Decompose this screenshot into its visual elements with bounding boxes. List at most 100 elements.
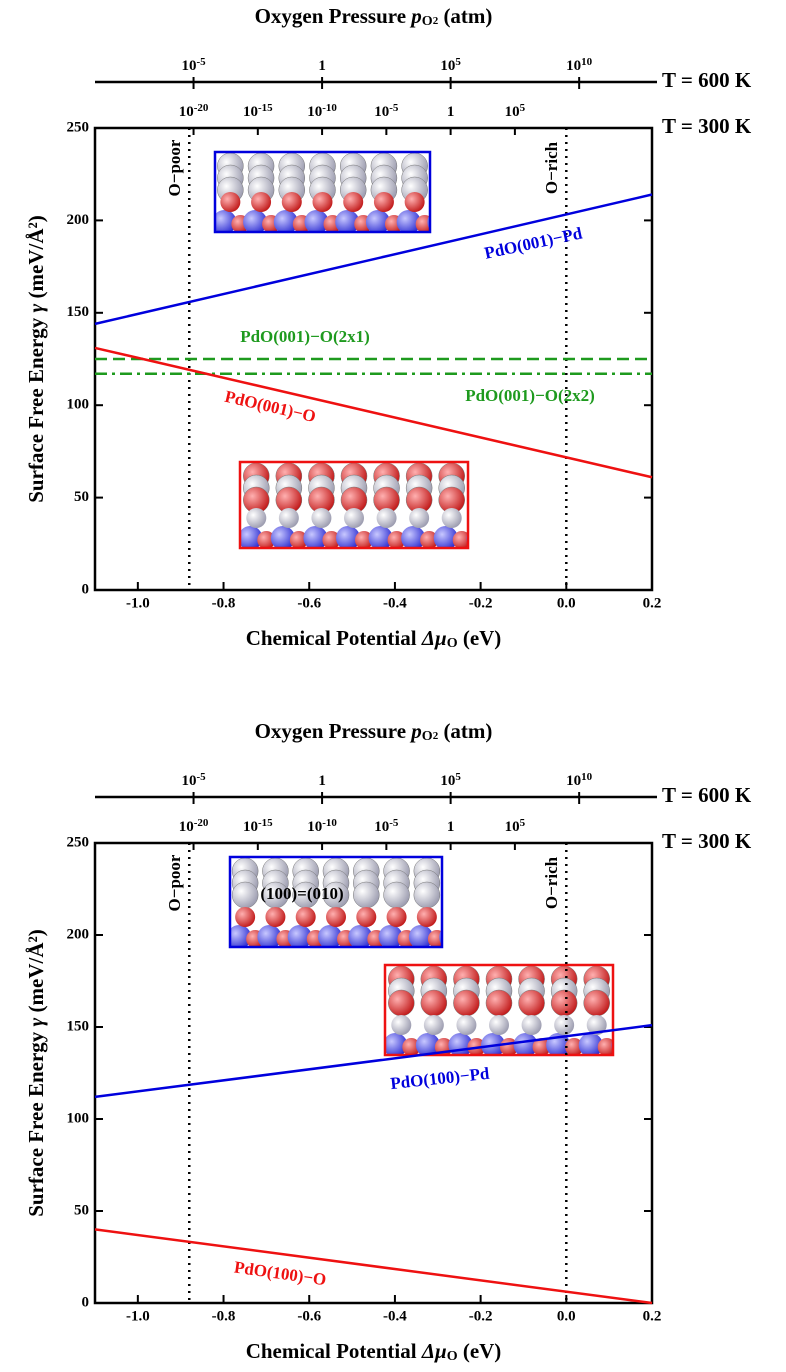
atom <box>433 526 458 548</box>
inset-border <box>213 150 432 234</box>
series-label: PdO(001)−O(2x1) <box>240 327 370 346</box>
atom <box>619 1015 639 1035</box>
tick-exponent: -5 <box>196 771 206 783</box>
y-tick-label: 0 <box>82 1294 90 1310</box>
atom <box>489 1015 509 1035</box>
top-tick-label: 10-5 <box>374 817 399 836</box>
atom <box>423 1015 444 1035</box>
atom <box>597 1038 613 1055</box>
atom <box>550 989 578 1017</box>
top-tick-label: 1 <box>447 104 455 120</box>
reference-label: O−rich <box>542 856 561 909</box>
tick-exponent: -15 <box>258 102 273 114</box>
label-symbol: p <box>409 719 422 743</box>
top-tick-label: 10-5 <box>181 56 206 75</box>
atom <box>521 1015 542 1035</box>
structure-inset <box>228 855 467 949</box>
atom <box>396 210 421 232</box>
atom <box>408 925 433 947</box>
structure-inset <box>383 963 642 1057</box>
tick-base: 10 <box>566 58 581 74</box>
atom <box>270 526 295 548</box>
tick-exponent: -10 <box>322 102 337 114</box>
reference-label: O−rich <box>542 141 561 194</box>
atom <box>466 531 468 545</box>
top-tick-label: 10-10 <box>307 817 337 836</box>
top-tick-label: 10-5 <box>374 102 399 121</box>
atom <box>402 1038 421 1055</box>
atom <box>385 1033 408 1055</box>
atom <box>413 881 441 909</box>
atom <box>295 907 316 927</box>
y-tick-label: 0 <box>82 581 90 597</box>
atom <box>471 487 497 513</box>
label-unit: (atm) <box>443 4 492 28</box>
atom <box>318 925 342 947</box>
atom <box>578 1033 603 1055</box>
tick-exponent: 10 <box>581 771 593 783</box>
atom <box>343 192 364 212</box>
tick-base: 10 <box>440 58 455 74</box>
top-tick-label: 105 <box>505 817 526 836</box>
reference-label: O−poor <box>165 139 184 196</box>
axis-label: Surface Free Energy γ (meV/Å²) <box>24 929 48 1217</box>
atom <box>235 907 256 927</box>
x-tick-label: -0.6 <box>297 595 321 611</box>
atom <box>452 531 468 548</box>
atom <box>322 531 341 548</box>
x-tick-label: -0.6 <box>297 1308 321 1324</box>
atom <box>251 192 272 212</box>
inset-border <box>383 963 615 1057</box>
top-tick-label: 105 <box>440 56 461 75</box>
axis-label: Chemical Potential ΔμO (eV) <box>246 626 502 652</box>
atom <box>453 989 480 1017</box>
atom <box>378 925 403 947</box>
top-tick-label: 1010 <box>566 56 593 75</box>
atom <box>616 966 642 992</box>
atom <box>257 925 282 947</box>
label-text: Oxygen Pressure <box>255 4 406 28</box>
atom <box>388 989 415 1017</box>
label-sub: O <box>422 14 433 29</box>
atom <box>312 192 333 212</box>
label-unit: (atm) <box>443 719 492 743</box>
atom <box>513 1033 538 1055</box>
atom <box>243 210 268 232</box>
atom <box>348 925 373 947</box>
atom <box>586 1015 607 1035</box>
tick-base: 10 <box>181 773 196 789</box>
atom <box>471 463 497 489</box>
atom <box>336 526 360 548</box>
tick-base: 1 <box>318 773 326 789</box>
inset-border <box>228 855 444 949</box>
top-axis-label: T = 300 K <box>662 829 752 853</box>
atom <box>289 531 308 548</box>
atom <box>447 907 467 927</box>
atom <box>215 210 237 232</box>
atom <box>420 989 448 1017</box>
y-tick-label: 200 <box>67 212 90 228</box>
tick-base: 1 <box>318 58 326 74</box>
series-label: PdO(001)−O <box>223 387 318 426</box>
atom <box>368 526 393 548</box>
atom <box>326 907 346 927</box>
label-sub: O <box>447 636 458 651</box>
atom <box>616 990 642 1016</box>
x-tick-label: 0.0 <box>557 595 576 611</box>
atom <box>416 907 437 927</box>
atom <box>365 210 390 232</box>
atom <box>415 215 430 232</box>
axis-label: Oxygen Pressure pO2 (atm) <box>255 4 493 30</box>
atom <box>611 1038 613 1052</box>
top-tick-label: 10-15 <box>243 102 273 121</box>
atom <box>246 508 267 528</box>
atom <box>583 989 610 1017</box>
atom <box>456 1015 477 1035</box>
atom <box>287 925 312 947</box>
atom <box>432 177 458 203</box>
label-unit: (meV/Å²) <box>24 215 48 298</box>
tick-base: 10 <box>374 819 389 835</box>
tick-base: 10 <box>505 819 520 835</box>
annotation: (100)=(010) <box>260 884 343 903</box>
atom <box>383 881 410 909</box>
